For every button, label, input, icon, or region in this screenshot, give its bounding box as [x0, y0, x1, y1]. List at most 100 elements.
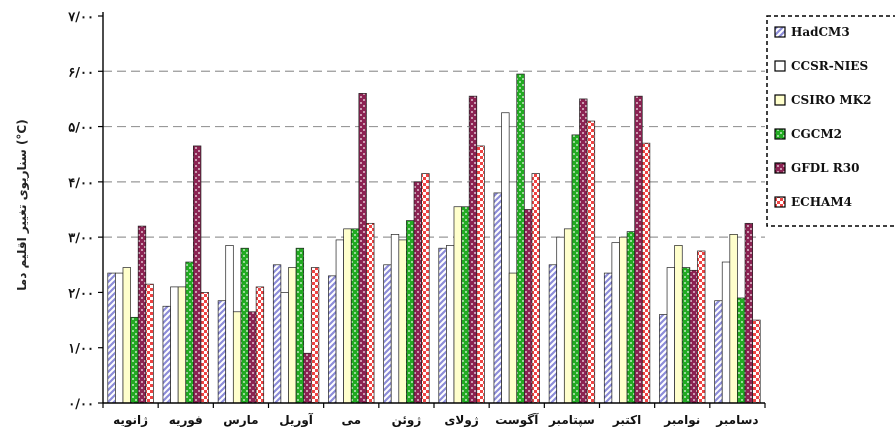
- bar-cgcm2: [350, 228, 360, 404]
- bar-hadcm3: [603, 272, 613, 404]
- bar-gfdl-r30: [579, 98, 588, 404]
- legend-label: CSIRO MK2: [791, 93, 872, 107]
- bar-hadcm3: [217, 300, 227, 404]
- legend-label: ECHAM4: [791, 195, 852, 209]
- bar-hadcm3: [328, 275, 337, 404]
- y-axis-label: سناریوی تغییر اقلیم دما (°C): [15, 119, 30, 290]
- bar-echam4: [366, 222, 375, 404]
- bar-csiro-mk2: [177, 286, 187, 404]
- bar-ccsr-nies: [666, 267, 675, 404]
- bar-cgcm2: [240, 247, 249, 404]
- legend-label: CGCM2: [791, 127, 842, 141]
- x-tick-label: می: [341, 413, 361, 427]
- bar-cgcm2: [461, 206, 470, 404]
- bar-echam4: [476, 145, 485, 404]
- bar-csiro-mk2: [288, 267, 297, 404]
- bar-echam4: [531, 173, 540, 404]
- y-tick-label: ۵/۰۰: [68, 121, 94, 136]
- bar-echam4: [586, 120, 596, 404]
- bar-ccsr-nies: [721, 261, 731, 404]
- y-tick-label: ۳/۰۰: [68, 231, 94, 246]
- bar-gfdl-r30: [358, 93, 367, 404]
- bar-csiro-mk2: [508, 272, 518, 404]
- bar-gfdl-r30: [523, 209, 533, 404]
- bar-ccsr-nies: [115, 272, 124, 404]
- bar-ccsr-nies: [225, 245, 234, 404]
- bar-gfdl-r30: [248, 311, 257, 404]
- bar-hadcm3: [383, 264, 392, 404]
- gridlines: [103, 70, 765, 238]
- bar-ccsr-nies: [611, 242, 620, 404]
- bar-echam4: [310, 267, 320, 404]
- bar-gfdl-r30: [744, 222, 753, 404]
- legend-swatch: [774, 196, 786, 208]
- bar-ccsr-nies: [446, 245, 455, 404]
- x-tick-label: دسامبر: [715, 413, 758, 427]
- bar-hadcm3: [272, 264, 282, 404]
- bar-csiro-mk2: [619, 236, 628, 404]
- bar-gfdl-r30: [634, 95, 643, 404]
- bar-echam4: [145, 283, 154, 404]
- bar-gfdl-r30: [137, 225, 147, 404]
- bar-csiro-mk2: [453, 206, 462, 404]
- bar-echam4: [200, 292, 209, 404]
- x-tick-label: ژانویه: [113, 413, 148, 428]
- bar-ccsr-nies: [390, 234, 400, 404]
- bar-cgcm2: [626, 231, 636, 404]
- bar-cgcm2: [681, 267, 691, 404]
- legend-swatch: [774, 94, 786, 106]
- bar-hadcm3: [659, 314, 668, 404]
- x-tick-label: مارس: [223, 413, 258, 427]
- bar-ccsr-nies: [501, 112, 510, 404]
- bar-gfdl-r30: [468, 95, 478, 404]
- bar-echam4: [752, 319, 761, 404]
- x-tick-label: نوامبر: [663, 413, 700, 428]
- bar-echam4: [255, 286, 265, 404]
- bar-ccsr-nies: [170, 286, 179, 404]
- bar-echam4: [421, 173, 430, 404]
- x-tick-labels: ژانویه فوریه مارس آوریل می ژوئن ژولای آگوست سپتا…: [113, 412, 758, 428]
- legend-box: [766, 15, 895, 227]
- bar-csiro-mk2: [232, 311, 242, 404]
- bar-gfdl-r30: [413, 181, 422, 404]
- bar-hadcm3: [438, 247, 447, 404]
- legend-swatch: [774, 26, 786, 38]
- bar-echam4: [697, 250, 706, 404]
- legend-label: HadCM3: [791, 25, 850, 39]
- bar-gfdl-r30: [303, 352, 312, 404]
- bar-csiro-mk2: [398, 239, 407, 404]
- bar-gfdl-r30: [193, 145, 202, 404]
- y-tick-labels: ۰/۰۰ ۱/۰۰ ۲/۰۰ ۳/۰۰ ۴/۰۰ ۵/۰۰ ۶/۰۰ ۷/۰۰: [67, 10, 94, 412]
- y-tick-label: ۲/۰۰: [68, 286, 94, 301]
- bar-csiro-mk2: [729, 234, 738, 404]
- legend-swatch: [774, 128, 786, 140]
- axes: [98, 12, 766, 408]
- bar-hadcm3: [548, 264, 558, 404]
- legend-label: CCSR-NIES: [791, 59, 868, 73]
- x-tick-label: ژوئن: [392, 413, 422, 428]
- legend-swatch: [774, 60, 786, 72]
- x-tick-label: ژولای: [444, 413, 478, 428]
- bar-hadcm3: [162, 305, 171, 404]
- bar-cgcm2: [130, 316, 139, 404]
- bar-cgcm2: [185, 261, 194, 404]
- x-tick-label: فوریه: [169, 413, 203, 428]
- bar-csiro-mk2: [563, 228, 573, 404]
- bar-cgcm2: [737, 297, 746, 404]
- bar-ccsr-nies: [556, 236, 565, 404]
- bar-cgcm2: [516, 73, 525, 404]
- bar-gfdl-r30: [689, 269, 698, 404]
- bars: [107, 73, 761, 404]
- y-tick-label: ۱/۰۰: [68, 342, 94, 357]
- x-tick-label: آوریل: [279, 412, 314, 428]
- legend-label: GFDL R30: [791, 161, 859, 175]
- bar-hadcm3: [107, 272, 116, 404]
- legend: HadCM3 CCSR-NIES CSIRO MK2 CGCM2 GFDL R30 ECH…: [766, 15, 895, 227]
- y-tick-label: ۶/۰۰: [68, 65, 94, 80]
- bar-echam4: [641, 142, 651, 404]
- bar-ccsr-nies: [280, 292, 289, 404]
- bar-cgcm2: [571, 134, 580, 404]
- x-tick-label: سپتامبر: [548, 413, 595, 427]
- bar-ccsr-nies: [335, 239, 344, 404]
- y-tick-label: ۰/۰۰: [68, 397, 94, 412]
